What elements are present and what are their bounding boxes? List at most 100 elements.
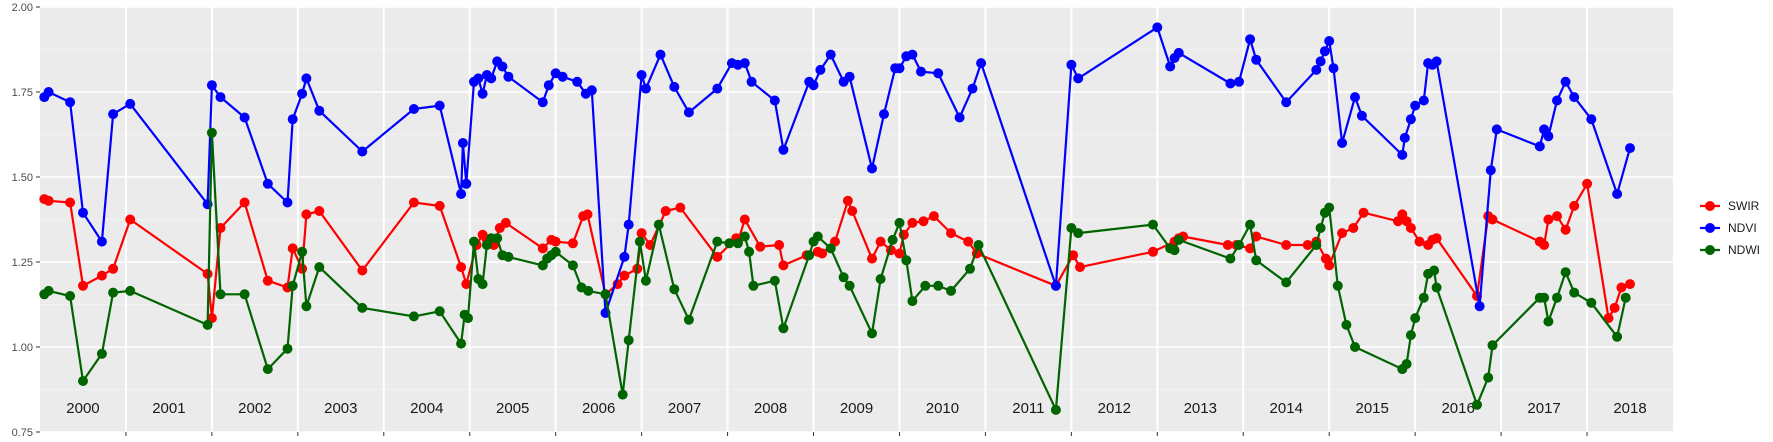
year-label: 2006 (582, 400, 615, 417)
data-point (1539, 292, 1550, 303)
year-label: 2007 (668, 400, 701, 417)
data-point (769, 275, 780, 286)
data-point (946, 285, 956, 296)
data-point (724, 238, 735, 249)
data-point (1431, 56, 1442, 67)
y-axis: 0.75 1.00 1.25 1.50 1.75 2.00 (12, 2, 40, 439)
data-point (1169, 245, 1180, 256)
data-point (1302, 240, 1313, 250)
data-point (282, 197, 293, 208)
data-point (669, 284, 680, 295)
data-point (206, 80, 217, 91)
data-point (887, 234, 898, 245)
data-point (486, 73, 497, 84)
data-point (867, 163, 877, 174)
data-point (1429, 265, 1440, 276)
data-point (1560, 267, 1571, 278)
data-point (96, 348, 107, 359)
year-label: 2005 (496, 400, 529, 417)
data-point (297, 88, 308, 99)
data-point (202, 319, 213, 330)
data-point (1399, 132, 1410, 143)
data-point (1319, 46, 1330, 57)
data-point (778, 144, 789, 155)
data-point (739, 58, 750, 69)
y-tick-label: 0.75 (12, 427, 33, 439)
data-point (572, 76, 583, 87)
data-point (1328, 63, 1339, 74)
data-point (778, 260, 789, 271)
data-point (675, 202, 686, 213)
data-point (1620, 292, 1631, 303)
data-point (1251, 255, 1262, 266)
data-point (239, 289, 250, 300)
data-point (262, 364, 273, 375)
data-point (1405, 330, 1416, 341)
data-point (1324, 36, 1335, 46)
data-point (1281, 277, 1292, 288)
data-point (65, 97, 76, 108)
data-point (712, 236, 723, 247)
data-point (640, 275, 651, 286)
data-point (1350, 92, 1360, 103)
data-point (804, 250, 815, 261)
data-point (1552, 292, 1562, 303)
data-point (1075, 262, 1085, 273)
data-point (239, 112, 250, 123)
data-point (1410, 100, 1421, 111)
data-point (901, 255, 912, 266)
data-point (1405, 114, 1416, 125)
data-point (963, 236, 974, 247)
data-point (1586, 297, 1597, 308)
data-point (357, 302, 368, 313)
data-point (108, 263, 119, 274)
data-point (262, 178, 273, 189)
year-label: 2002 (238, 400, 271, 417)
grid (40, 6, 1673, 433)
year-label: 2004 (410, 400, 443, 417)
data-point (96, 236, 107, 247)
y-tick-label: 1.50 (12, 172, 33, 184)
data-point (739, 214, 750, 225)
data-point (1491, 124, 1502, 135)
data-point (456, 338, 467, 349)
data-point (1165, 61, 1176, 72)
year-label: 2013 (1184, 400, 1217, 417)
data-point (867, 328, 877, 339)
y-tick-label: 2.00 (12, 2, 33, 14)
data-point (623, 219, 634, 230)
data-point (928, 211, 939, 222)
data-point (1245, 34, 1256, 45)
data-point (1552, 211, 1562, 222)
data-point (1245, 219, 1256, 230)
data-point (844, 280, 855, 291)
data-point (1173, 47, 1184, 58)
data-point (1311, 64, 1322, 75)
data-point (847, 206, 858, 216)
data-point (557, 71, 568, 82)
data-point (907, 217, 918, 228)
data-point (748, 280, 759, 291)
data-point (1332, 280, 1343, 291)
data-point (815, 64, 826, 75)
data-point (1066, 223, 1077, 233)
year-label: 2015 (1355, 400, 1388, 417)
legend-label: NDVI (1728, 221, 1757, 235)
data-point (1337, 138, 1348, 148)
data-point (282, 343, 293, 354)
series-ndvi (39, 22, 1635, 318)
data-point (434, 200, 445, 211)
legend: SWIR NDVI NDWI (1700, 199, 1760, 257)
data-point (1251, 231, 1262, 242)
data-point (1066, 59, 1077, 70)
data-point (732, 238, 743, 249)
data-point (655, 49, 666, 60)
data-point (1487, 340, 1498, 351)
data-point (1068, 250, 1079, 261)
data-point (976, 58, 987, 69)
data-point (933, 280, 944, 291)
year-label: 2012 (1098, 400, 1131, 417)
data-point (1483, 372, 1494, 383)
data-point (567, 238, 578, 249)
data-point (287, 243, 298, 254)
